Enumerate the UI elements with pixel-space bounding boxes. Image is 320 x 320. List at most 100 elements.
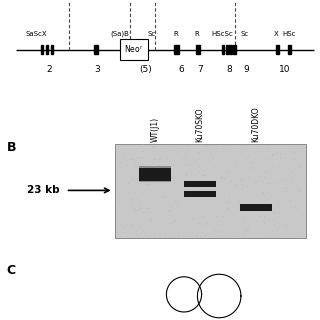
Point [240, 182, 245, 187]
Point [218, 175, 223, 180]
Point [212, 226, 217, 231]
Bar [196, 45, 200, 54]
Point [186, 163, 191, 168]
Point [211, 153, 216, 158]
Point [175, 232, 180, 237]
Point [239, 220, 244, 225]
Point [215, 221, 220, 226]
Point [196, 164, 201, 170]
Point [144, 156, 149, 161]
Point [156, 156, 162, 161]
Point [168, 204, 173, 209]
Point [221, 142, 227, 148]
Bar [41, 45, 43, 54]
Point [120, 176, 125, 181]
Point [158, 194, 164, 199]
Point [181, 195, 187, 200]
Point [264, 190, 269, 195]
Point [237, 198, 242, 203]
Point [233, 183, 238, 188]
Point [175, 170, 180, 175]
Point [125, 180, 131, 185]
Point [137, 224, 142, 229]
Point [169, 220, 174, 225]
Point [233, 150, 238, 155]
Point [283, 231, 288, 236]
Point [219, 174, 224, 180]
Point [164, 194, 169, 199]
Point [218, 212, 223, 217]
Point [129, 221, 134, 227]
Point [142, 230, 147, 236]
Point [206, 190, 211, 195]
Point [223, 199, 228, 204]
Point [149, 217, 154, 222]
Point [247, 227, 252, 232]
Bar [46, 45, 48, 54]
Point [291, 163, 296, 168]
Point [288, 204, 293, 209]
Point [136, 207, 141, 212]
Point [275, 201, 280, 206]
Point [156, 162, 162, 167]
Point [183, 151, 188, 156]
Point [172, 218, 177, 223]
Point [289, 169, 294, 174]
Point [140, 168, 145, 173]
Point [261, 193, 266, 198]
Point [150, 160, 155, 165]
Point [173, 149, 178, 155]
Point [291, 196, 296, 202]
Point [121, 156, 126, 161]
Bar [51, 45, 53, 54]
Point [197, 169, 202, 174]
Point [116, 163, 121, 168]
Point [279, 223, 284, 228]
Point [136, 197, 141, 202]
Point [249, 160, 254, 165]
Point [301, 180, 307, 186]
Point [139, 178, 144, 183]
Text: 10: 10 [279, 65, 291, 74]
Bar [229, 45, 232, 54]
Point [240, 176, 245, 181]
Point [192, 158, 197, 163]
Point [197, 174, 203, 180]
Point [196, 150, 201, 155]
Point [223, 174, 228, 179]
Point [164, 195, 169, 200]
Text: 6: 6 [178, 65, 184, 74]
Point [130, 196, 135, 202]
Point [192, 235, 197, 240]
Text: Neo$^r$: Neo$^r$ [124, 44, 144, 55]
Point [129, 199, 134, 204]
Point [129, 177, 134, 182]
Point [163, 234, 168, 239]
Point [131, 156, 136, 162]
Point [291, 177, 296, 182]
Point [276, 200, 282, 205]
Point [144, 168, 149, 173]
Point [133, 154, 139, 159]
Point [117, 161, 123, 166]
Point [173, 201, 178, 206]
Point [207, 201, 212, 206]
Point [139, 162, 144, 167]
Point [157, 231, 162, 236]
Point [295, 186, 300, 191]
Point [169, 196, 174, 201]
Point [182, 162, 188, 167]
Point [157, 223, 162, 228]
Point [135, 208, 140, 213]
Point [124, 210, 129, 215]
Point [234, 215, 239, 220]
Point [239, 143, 244, 148]
Point [128, 157, 133, 162]
Point [196, 220, 201, 226]
Point [298, 164, 303, 169]
Point [140, 148, 145, 154]
Point [115, 233, 120, 238]
Point [238, 189, 243, 195]
Point [139, 219, 144, 224]
Point [171, 231, 176, 236]
